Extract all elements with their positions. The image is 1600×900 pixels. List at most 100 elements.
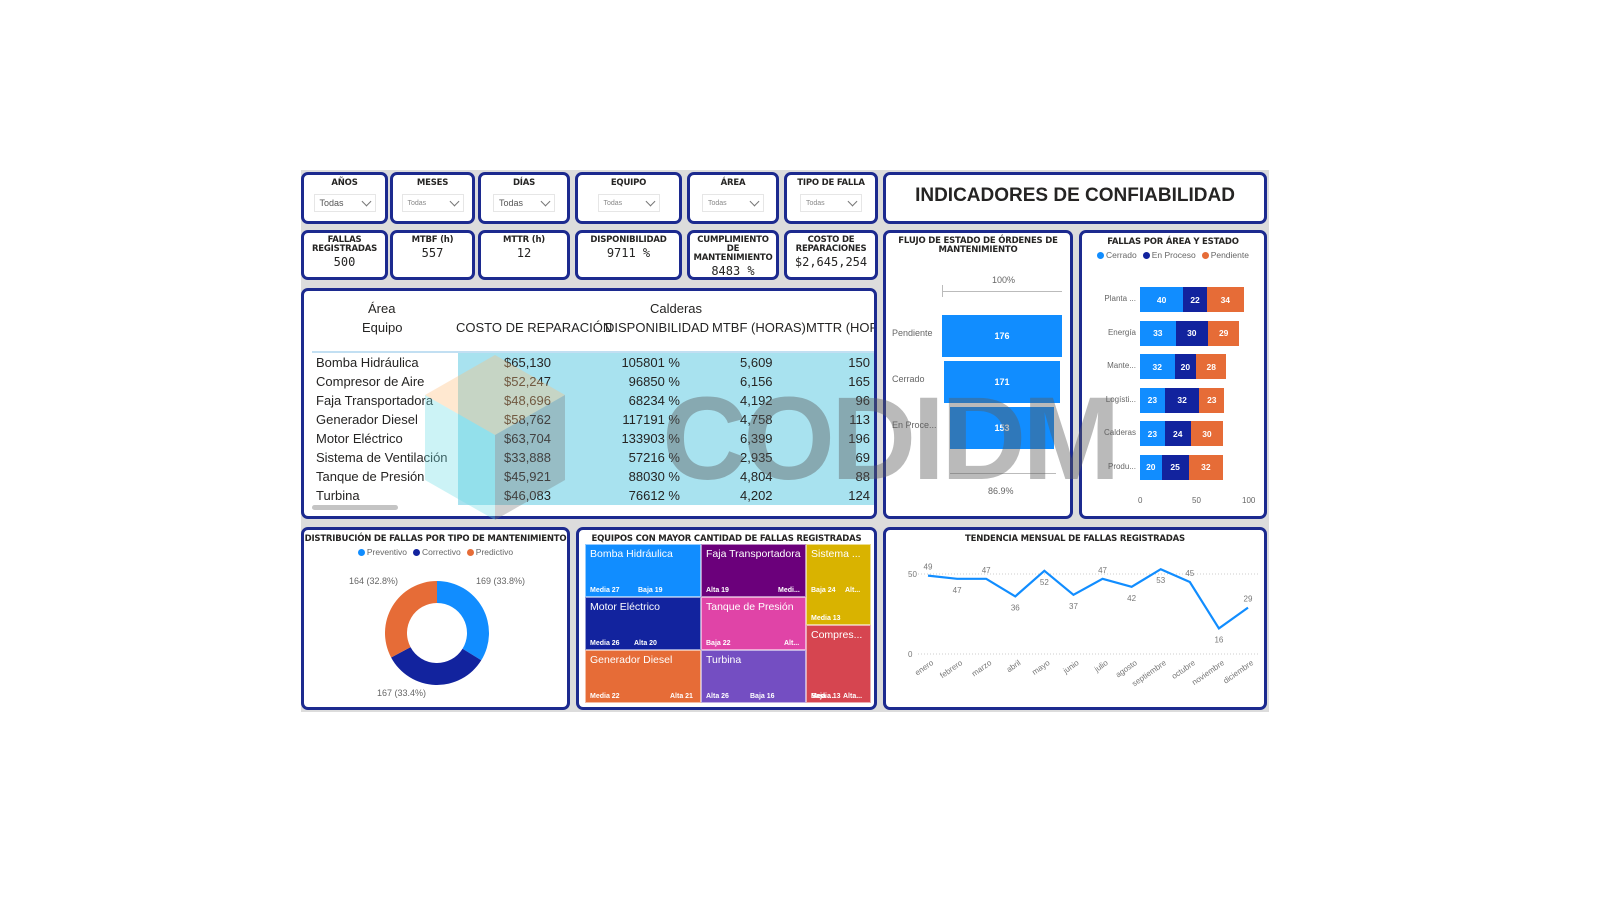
kpi-label: MTBF (h) xyxy=(411,235,454,245)
col-header-disponibilidad[interactable]: DISPONIBILIDAD xyxy=(605,320,710,335)
table-row[interactable]: Compresor de Aire $52,247 96850 % 6,156 … xyxy=(312,372,874,391)
treemap-sublabel: Media 13 xyxy=(811,615,841,622)
line-chart[interactable]: 0 50 49 enero 47 febrero 47 marzo 36 abril 52 mayo 3… xyxy=(886,546,1264,706)
col-header-costo[interactable]: COSTO DE REPARACIÓN xyxy=(456,320,613,335)
funnel-bar[interactable]: 153 xyxy=(949,407,1055,449)
treemap-tile-label: Turbina xyxy=(706,654,742,666)
stacked-bar-segment[interactable]: 34 xyxy=(1206,287,1244,312)
stacked-bar-segment[interactable]: 32 xyxy=(1188,454,1224,480)
line-data-label: 16 xyxy=(1214,635,1223,644)
area-chart-legend: Cerrado En Proceso Pendiente xyxy=(1082,250,1264,260)
funnel-bar[interactable]: 171 xyxy=(943,361,1061,403)
slicer-label: TIPO DE FALLA xyxy=(797,178,865,188)
donut-slice[interactable] xyxy=(437,581,489,661)
treemap-tile[interactable]: Motor Eléctrico Media 26 Alta 20 xyxy=(585,597,701,650)
col-header-mttr[interactable]: MTTR (HOF xyxy=(806,320,877,335)
stacked-bar-segment[interactable]: 30 xyxy=(1190,421,1224,446)
slicer-3: EQUIPO Todas xyxy=(575,172,682,224)
table-row[interactable]: Motor Eléctrico $63,704 133903 % 6,399 1… xyxy=(312,429,874,448)
treemap-sublabel: Media 26 xyxy=(590,640,620,647)
legend-item[interactable]: Correctivo xyxy=(413,547,461,557)
slicer-value: Todas xyxy=(499,198,524,208)
slicer-dropdown[interactable]: Todas xyxy=(597,194,660,212)
cell-mttr: 96 xyxy=(855,393,870,408)
funnel-bar[interactable]: 176 xyxy=(942,315,1062,357)
stacked-bar-segment[interactable]: 32 xyxy=(1164,387,1200,413)
legend-item[interactable]: Predictivo xyxy=(466,547,513,557)
stacked-bar-segment[interactable]: 29 xyxy=(1208,320,1240,346)
slicer-dropdown[interactable]: Todas xyxy=(493,194,555,212)
donut-slice[interactable] xyxy=(385,581,437,658)
slicer-dropdown[interactable]: Todas xyxy=(702,194,764,212)
treemap-tile-label: Compres... xyxy=(811,629,863,641)
donut-chart[interactable]: 169 (33.8%) 167 (33.4%) 164 (32.8%) xyxy=(304,568,567,708)
table-row[interactable]: Generador Diesel $58,762 117191 % 4,758 … xyxy=(312,410,874,429)
legend-item[interactable]: Preventivo xyxy=(357,547,408,557)
slicer-dropdown[interactable]: Todas xyxy=(800,194,862,212)
stacked-bar-segment[interactable]: 23 xyxy=(1140,387,1165,413)
stacked-bar-segment[interactable]: 28 xyxy=(1196,354,1227,379)
chevron-down-icon xyxy=(540,196,551,206)
stacked-bar-segment[interactable]: 20 xyxy=(1140,454,1162,480)
legend-label: Preventivo xyxy=(366,547,408,557)
stacked-bar-segment[interactable]: 25 xyxy=(1161,454,1189,480)
treemap-tile[interactable]: Tanque de Presión Baja 22 Alt... xyxy=(701,597,806,650)
table-row[interactable]: Faja Transportadora $48,696 68234 % 4,19… xyxy=(312,391,874,410)
x-tick-label: 50 xyxy=(1192,496,1201,505)
treemap-tile[interactable]: Generador Diesel Media 22 Alta 21 xyxy=(585,650,701,703)
stacked-bar-segment[interactable]: 22 xyxy=(1183,287,1207,312)
bar-value: 22 xyxy=(1190,294,1200,305)
stacked-bar-segment[interactable]: 23 xyxy=(1140,421,1165,446)
stacked-bar-segment[interactable]: 32 xyxy=(1140,354,1175,379)
slicer-0: AÑOS Todas xyxy=(301,172,388,224)
slicer-value: Todas xyxy=(708,199,727,207)
cell-equipo: Motor Eléctrico xyxy=(316,431,403,446)
table-row[interactable]: Turbina $46,083 76612 % 4,202 124 xyxy=(312,486,874,505)
kpi-value: 8483 % xyxy=(711,264,755,278)
legend-item[interactable]: Pendiente xyxy=(1201,250,1249,260)
trend-line[interactable] xyxy=(927,567,1249,630)
table-row[interactable]: Sistema de Ventilación $33,888 57216 % 2… xyxy=(312,448,874,467)
col-header-mtbf[interactable]: MTBF (HORAS) xyxy=(712,320,806,335)
x-month-label: julio xyxy=(1092,658,1110,674)
slicer-dropdown[interactable]: Todas xyxy=(401,194,464,212)
chevron-down-icon xyxy=(449,196,459,206)
stacked-bar-segment[interactable]: 33 xyxy=(1140,320,1176,346)
legend-label: En Proceso xyxy=(1151,250,1196,260)
stacked-bar-segment[interactable]: 30 xyxy=(1175,320,1209,346)
stacked-bar-segment[interactable]: 24 xyxy=(1164,421,1191,446)
line-data-label: 47 xyxy=(953,586,962,595)
x-month-label: diciembre xyxy=(1222,658,1256,686)
x-month-label: mayo xyxy=(1030,658,1052,677)
funnel-title: FLUJO DE ESTADO DE ÓRDENES DE MANTENIMIE… xyxy=(898,236,1058,255)
cell-mttr: 196 xyxy=(848,431,870,446)
horizontal-scrollbar[interactable] xyxy=(312,505,398,510)
bar-value: 23 xyxy=(1147,428,1158,439)
slicer-label: AÑOS xyxy=(331,178,358,188)
bar-value: 23 xyxy=(1147,395,1158,405)
bar-value: 30 xyxy=(1187,328,1197,338)
donut-slice[interactable] xyxy=(391,647,482,685)
slicer-dropdown[interactable]: Todas xyxy=(313,194,376,212)
slicer-2: DÍAS Todas xyxy=(478,172,570,224)
treemap-sublabel: Alta 21 xyxy=(670,693,693,700)
treemap-tile[interactable]: Bomba Hidráulica Media 27 Baja 19 xyxy=(585,544,701,597)
cell-equipo: Compresor de Aire xyxy=(316,374,425,389)
table-row[interactable]: Tanque de Presión $45,921 88030 % 4,804 … xyxy=(312,467,874,486)
legend-item[interactable]: En Proceso xyxy=(1142,250,1196,260)
treemap-tile[interactable]: Faja Transportadora Alta 19 Medi... xyxy=(701,544,806,597)
treemap-tile[interactable]: Compres... Baja ... Alta... Media 13 xyxy=(806,625,871,703)
bar-value: 32 xyxy=(1152,361,1162,372)
treemap-tile[interactable]: Sistema ... Baja 24 Alt... Media 13 xyxy=(806,544,871,625)
stacked-bar-segment[interactable]: 23 xyxy=(1199,387,1225,413)
kpi-value: 500 xyxy=(333,255,356,269)
slicer-value: Todas xyxy=(319,198,344,208)
cell-equipo: Turbina xyxy=(316,488,360,503)
slicer-value: Todas xyxy=(806,199,825,207)
treemap-tile[interactable]: Turbina Alta 26 Baja 16 xyxy=(701,650,806,703)
legend-item[interactable]: Cerrado xyxy=(1097,250,1137,260)
cell-mtbf: 4,804 xyxy=(740,469,773,484)
stacked-bar-segment[interactable]: 40 xyxy=(1140,287,1184,312)
stacked-bar-segment[interactable]: 20 xyxy=(1174,354,1197,379)
table-row[interactable]: Bomba Hidráulica $65,130 105801 % 5,609 … xyxy=(312,353,874,372)
